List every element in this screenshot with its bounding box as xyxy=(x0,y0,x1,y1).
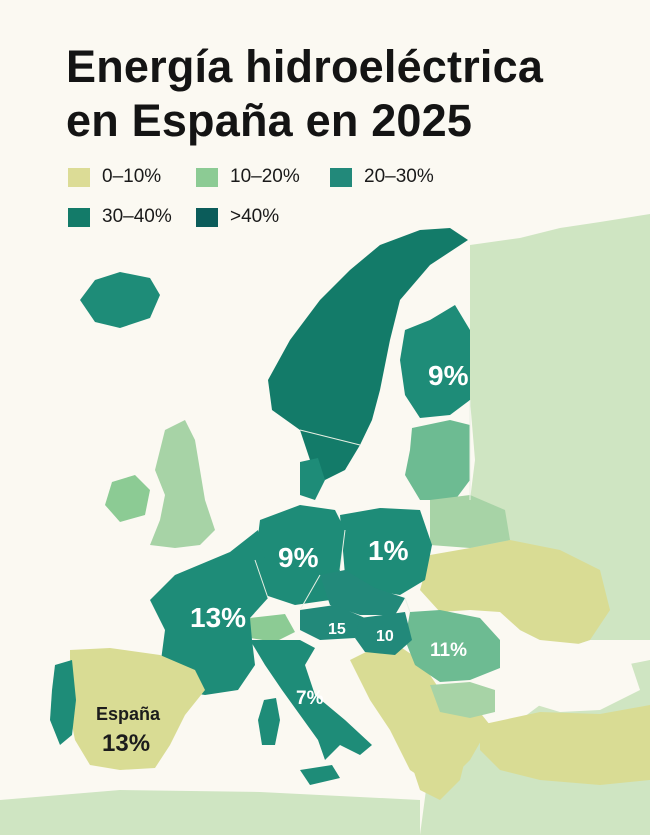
legend-label-20-30: 20–30% xyxy=(364,166,434,187)
legend-item-30-40: 30–40% xyxy=(68,206,172,228)
legend-swatch-10-20 xyxy=(196,167,218,187)
map-title: Energía hidroeléctrica en España en 2025 xyxy=(66,40,543,148)
region-denmark xyxy=(300,458,325,500)
region-italy xyxy=(250,640,372,760)
hungary-value-label: 10 xyxy=(376,628,394,645)
legend-swatch-0-10 xyxy=(68,167,90,187)
legend-item-20-30: 20–30% xyxy=(330,166,434,188)
black-sea xyxy=(500,640,640,712)
region-france xyxy=(150,530,268,695)
france-value-label: 13% xyxy=(190,602,247,633)
legend-swatch-20-30 xyxy=(330,167,352,187)
region-belarus xyxy=(430,495,510,548)
region-romania xyxy=(405,610,500,682)
region-bulgaria xyxy=(430,682,495,718)
legend-label-10-20: 10–20% xyxy=(230,166,300,187)
spain-name-label: España xyxy=(96,704,161,724)
region-hungary xyxy=(355,612,412,655)
region-baltics xyxy=(405,420,470,500)
region-sardinia xyxy=(258,698,280,745)
legend-label-0-10: 0–10% xyxy=(102,166,162,187)
spain-value-label: 13% xyxy=(102,730,151,757)
region-great-britain xyxy=(150,420,215,548)
region-ukraine xyxy=(420,540,610,650)
region-switzerland xyxy=(250,614,295,642)
region-austria xyxy=(300,605,365,640)
region-greece xyxy=(410,725,470,800)
legend-label-30-40: 30–40% xyxy=(102,206,172,227)
legend-swatch-30-40 xyxy=(68,207,90,227)
region-finland xyxy=(400,305,470,418)
region-scandinavia xyxy=(268,228,468,480)
region-portugal xyxy=(50,660,76,745)
poland-value-label: 1% xyxy=(368,535,409,566)
italy-value-label: 7% xyxy=(296,688,324,709)
austria-value-label: 15 xyxy=(328,621,346,638)
region-spain xyxy=(70,648,205,770)
romania-value-label: 11% xyxy=(430,640,467,661)
country-borders xyxy=(254,400,471,613)
region-czech-slovakia xyxy=(320,570,405,615)
region-turkey xyxy=(480,705,650,785)
region-sicily xyxy=(300,765,340,785)
region-ireland xyxy=(105,475,150,522)
title-line-2: en España en 2025 xyxy=(66,95,473,146)
legend-item-0-10: 0–10% xyxy=(68,166,161,188)
germany-value-label: 9% xyxy=(278,542,319,573)
region-poland xyxy=(340,508,432,595)
finland-value-label: 9% xyxy=(428,360,469,391)
legend-item-10-20: 10–20% xyxy=(196,166,300,188)
title-line-1: Energía hidroeléctrica xyxy=(66,41,544,92)
north-africa xyxy=(0,790,420,835)
legend-label-over-40: >40% xyxy=(230,206,280,227)
legend-swatch-over-40 xyxy=(196,207,218,227)
region-iceland xyxy=(80,272,160,328)
legend-item-over-40: >40% xyxy=(196,206,279,228)
